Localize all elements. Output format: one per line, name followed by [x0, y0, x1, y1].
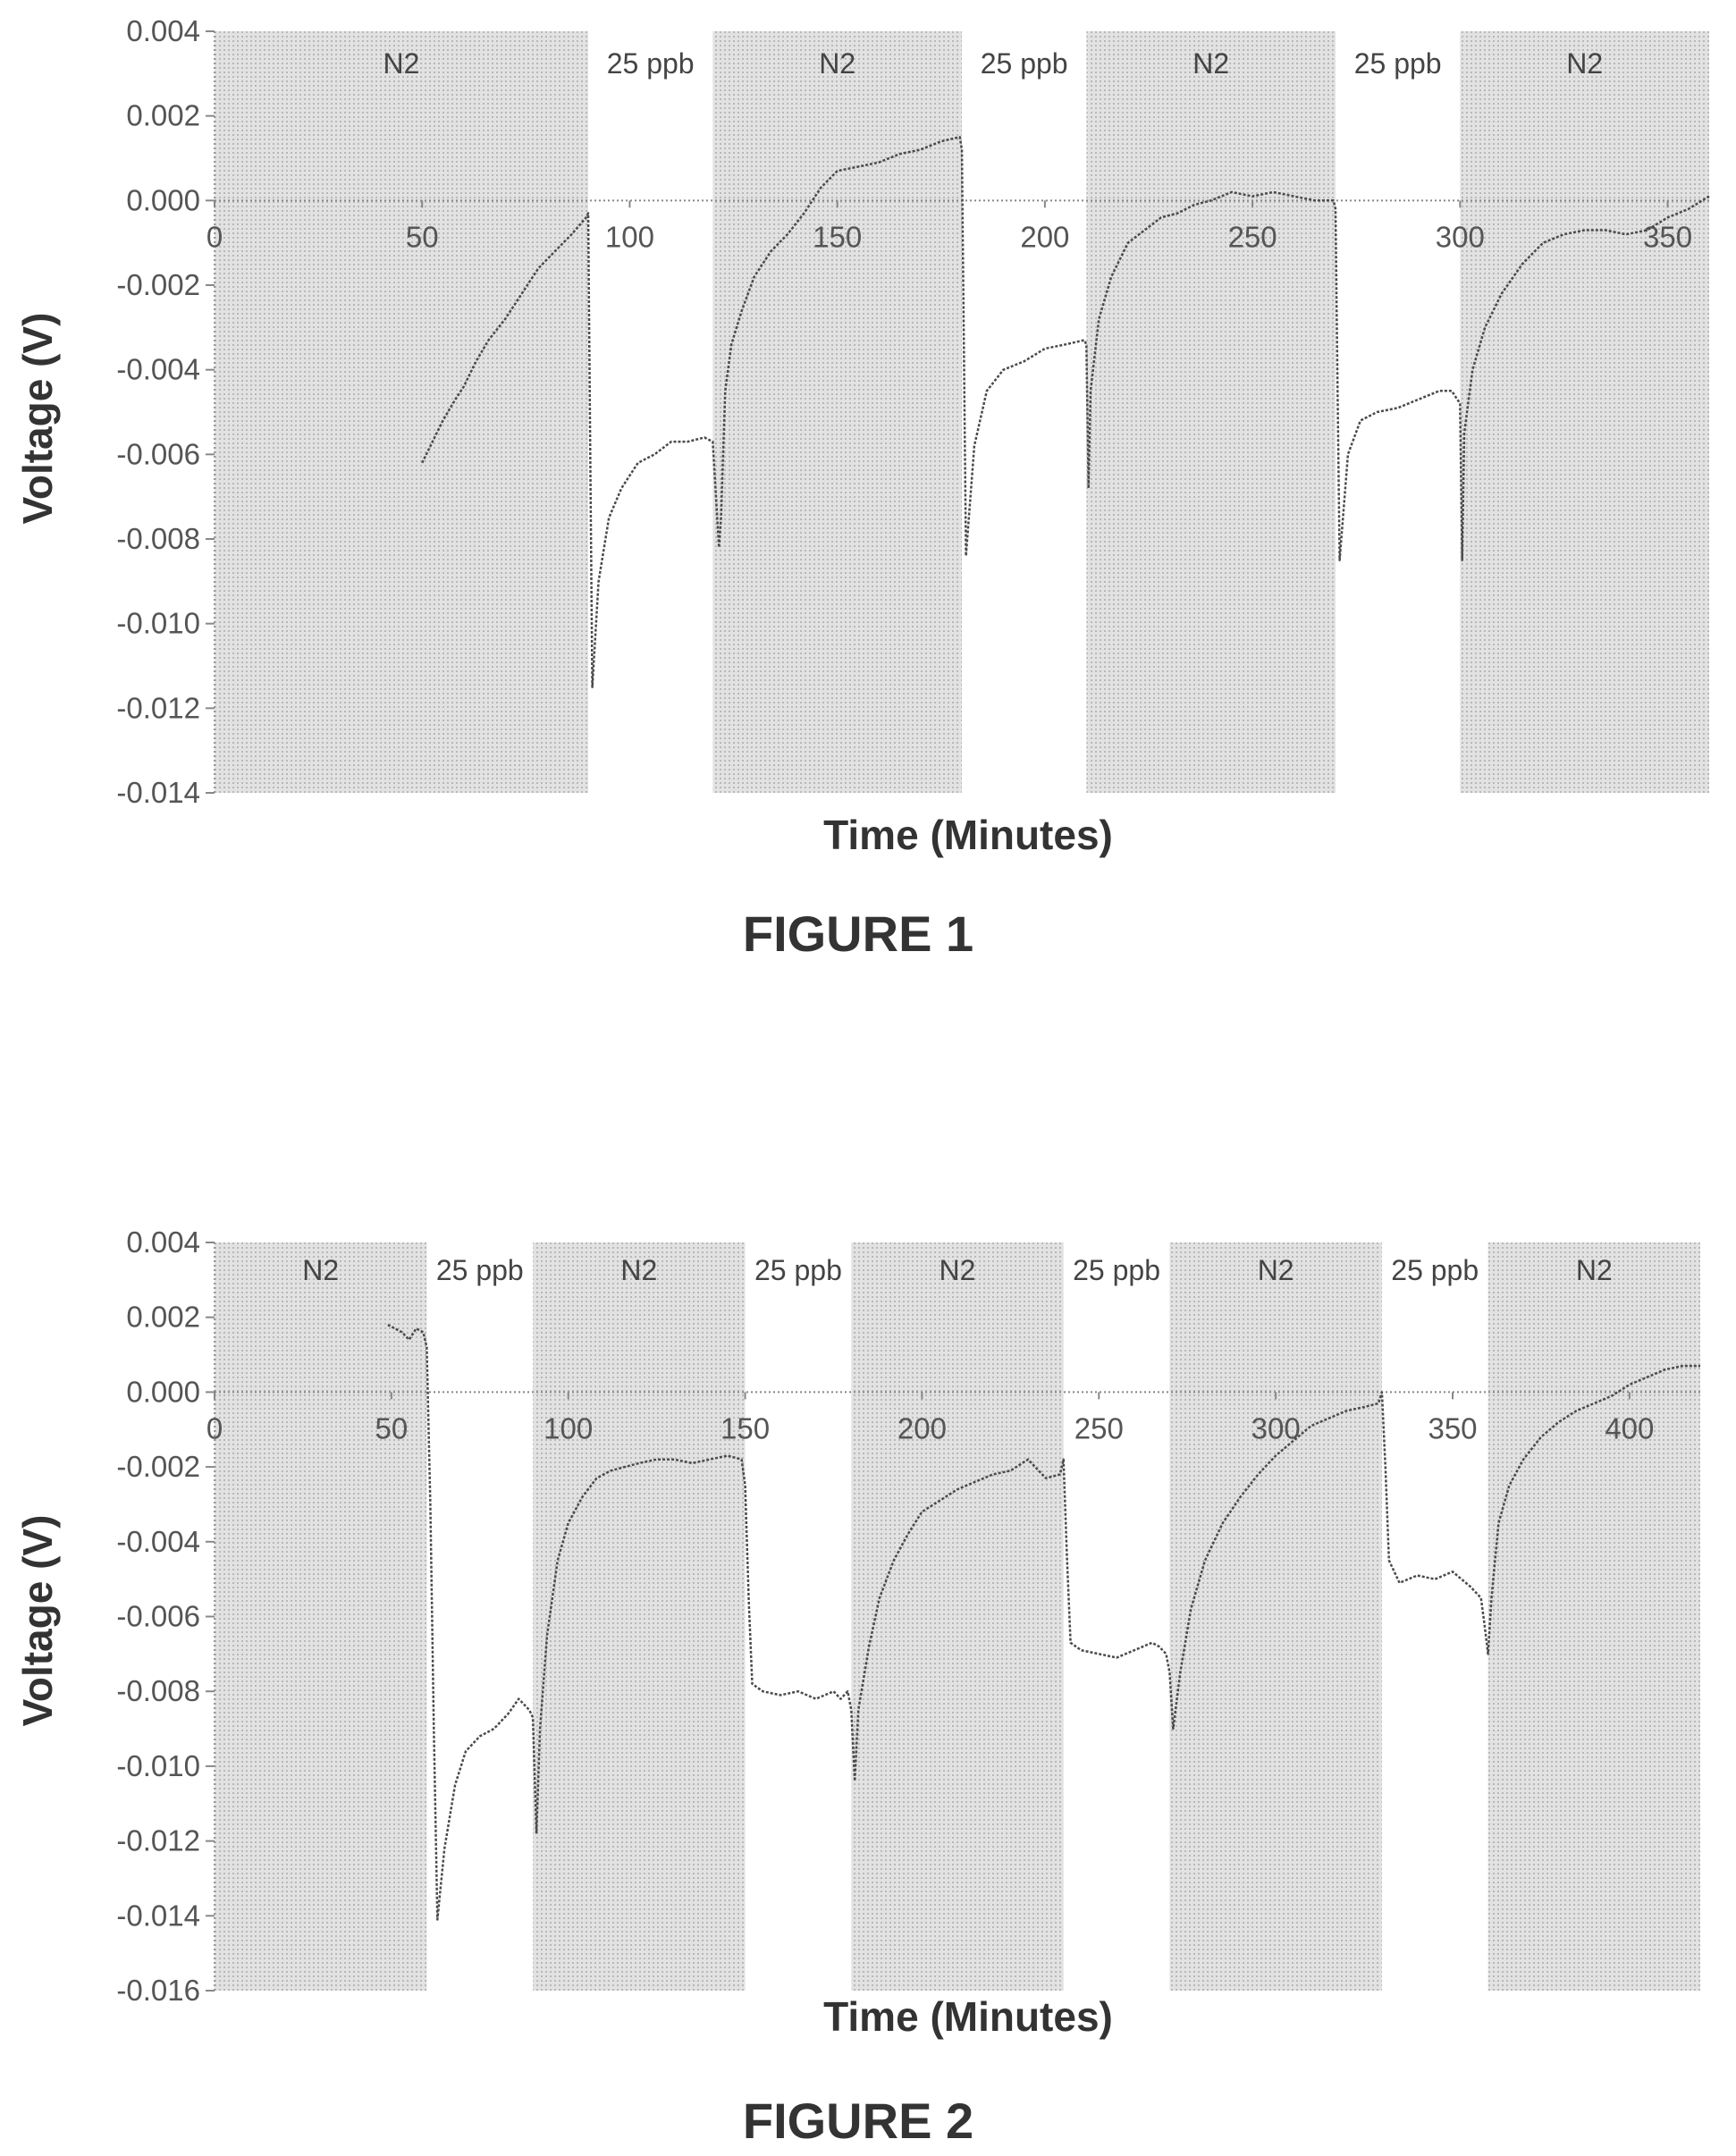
voltage-series-line [421, 136, 1710, 688]
y-tick-label: 0.000 [126, 183, 200, 216]
y-tick-label: -0.010 [116, 1749, 200, 1782]
band-label: N2 [383, 47, 420, 80]
x-tick-label: 300 [1436, 220, 1485, 253]
band-label: 25 ppb [981, 47, 1068, 80]
y-tick-label: -0.002 [116, 1450, 200, 1483]
x-tick-label: 400 [1605, 1411, 1654, 1444]
x-tick-label: 100 [605, 220, 654, 253]
y-tick-label: -0.002 [116, 268, 200, 301]
x-tick-label: 100 [544, 1411, 593, 1444]
voltage-series-line [387, 1323, 1700, 1921]
x-tick-label: 150 [813, 220, 862, 253]
x-tick-label: 50 [406, 220, 439, 253]
y-tick-label: -0.004 [116, 1525, 200, 1558]
x-tick-label: 200 [897, 1411, 947, 1444]
band-region [215, 1242, 427, 1991]
figure-2-chart: N2 25 ppb N2 25 ppb N2 25 ppb N2 25 ppb N2 0.004 0… [116, 1225, 1700, 2007]
y-tick-label: -0.006 [116, 1600, 200, 1633]
figure-2-ylabel: Voltage (V) [14, 1515, 61, 1727]
band-region [1169, 1242, 1382, 1991]
band-label: N2 [302, 1254, 339, 1286]
band-label: N2 [1192, 47, 1229, 80]
y-tick-label: -0.014 [116, 776, 200, 809]
band-label: 25 ppb [754, 1254, 842, 1286]
band-label: N2 [819, 47, 855, 80]
x-tick-label: 250 [1074, 1411, 1124, 1444]
y-tick-label: -0.010 [116, 607, 200, 640]
band-label: 25 ppb [436, 1254, 524, 1286]
y-tick-label: -0.016 [116, 1974, 200, 2007]
figure-1-chart: N2 25 ppb N2 25 ppb N2 25 ppb N2 0.004 0.002 0.00… [116, 14, 1710, 809]
y-tick-label: 0.002 [126, 1301, 200, 1334]
x-tick-label: 0 [206, 220, 223, 253]
band-label: N2 [1576, 1254, 1613, 1286]
y-tick-label: -0.008 [116, 522, 200, 555]
y-tick-label: 0.000 [126, 1375, 200, 1408]
x-tick-label: 350 [1643, 220, 1692, 253]
y-tick-label: 0.002 [126, 99, 200, 132]
y-tick-label: -0.004 [116, 353, 200, 386]
band-region [533, 1242, 746, 1991]
band-region [1086, 31, 1336, 793]
band-label: N2 [940, 1254, 976, 1286]
y-tick-label: -0.014 [116, 1899, 200, 1932]
band-label: 25 ppb [1391, 1254, 1479, 1286]
y-tick-label: -0.006 [116, 437, 200, 470]
y-tick-label: -0.012 [116, 1824, 200, 1857]
figure-2-xlabel: Time (Minutes) [823, 1993, 1113, 2040]
x-tick-label: 150 [721, 1411, 770, 1444]
y-tick-label: -0.008 [116, 1674, 200, 1707]
figure-1-xlabel: Time (Minutes) [823, 812, 1113, 858]
x-tick-label: 200 [1020, 220, 1069, 253]
y-tick-label: 0.004 [126, 1225, 200, 1259]
band-region [1460, 31, 1709, 793]
x-tick-label: 0 [206, 1411, 223, 1444]
y-tick-label: 0.004 [126, 14, 200, 47]
band-label: 25 ppb [1354, 47, 1442, 80]
x-tick-label: 350 [1428, 1411, 1477, 1444]
figure-2-caption: FIGURE 2 [743, 2093, 973, 2149]
band-label: N2 [1258, 1254, 1294, 1286]
band-label: 25 ppb [607, 47, 695, 80]
band-label: N2 [620, 1254, 657, 1286]
x-tick-label: 50 [375, 1411, 408, 1444]
band-label: N2 [1566, 47, 1603, 80]
figure-1-ylabel: Voltage (V) [14, 313, 61, 525]
x-tick-label: 250 [1228, 220, 1277, 253]
band-region [712, 31, 962, 793]
y-tick-label: -0.012 [116, 691, 200, 724]
band-region [1487, 1242, 1700, 1991]
band-region [215, 31, 588, 793]
band-region [851, 1242, 1064, 1991]
band-label: 25 ppb [1073, 1254, 1160, 1286]
figure-1-caption: FIGURE 1 [743, 905, 973, 962]
x-tick-label: 300 [1251, 1411, 1301, 1444]
